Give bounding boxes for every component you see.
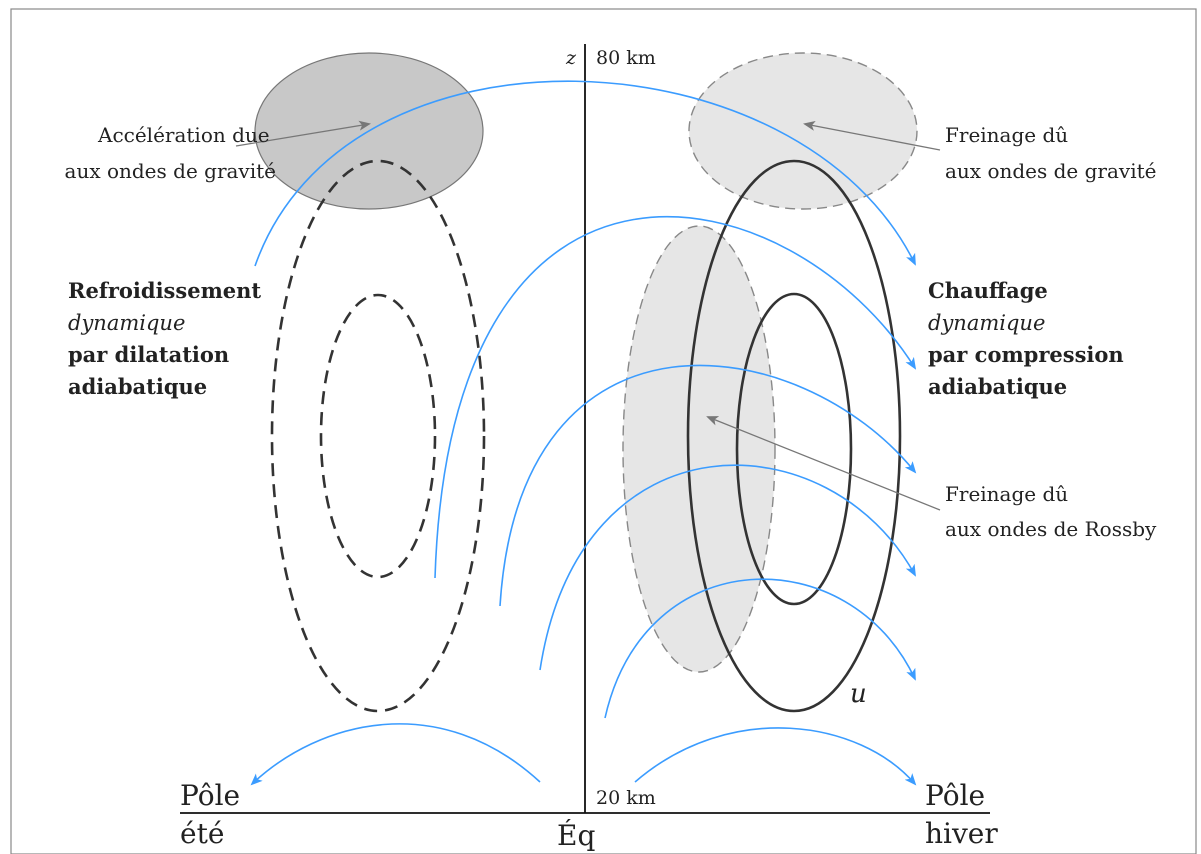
winter-pole-label: Pôle — [925, 779, 985, 812]
gravity-acceleration-label-line2: aux ondes de gravité — [65, 159, 276, 183]
gravity-drag-label-line2: aux ondes de gravité — [945, 159, 1156, 183]
flow-arrow — [250, 723, 541, 786]
flow-arrow — [254, 80, 916, 267]
flow-arrow — [499, 364, 917, 607]
gravity-acceleration-label: Accélération due aux ondes de gravité — [65, 123, 276, 183]
heating-label: Chauffage dynamique par compression adia… — [928, 278, 1129, 399]
top-altitude-label: 80 km — [596, 47, 656, 69]
bottom-altitude-label: 20 km — [596, 787, 656, 809]
flow-arrow — [634, 727, 917, 786]
rossby-drag-label-line2: aux ondes de Rossby — [945, 517, 1157, 541]
flow-arrow — [539, 464, 916, 671]
summer-pole-sublabel: été — [180, 817, 224, 850]
figure-frame — [10, 8, 1197, 854]
gravity-acceleration-pointer — [235, 120, 371, 147]
cooling-label-line3: par dilatation — [68, 342, 229, 367]
flow-arrow — [434, 215, 917, 579]
cooling-label: Refroidissement dynamique par dilatation… — [68, 278, 266, 399]
gravity-drag-label: Freinage dû aux ondes de gravité — [945, 123, 1156, 183]
rossby-drag-label: Freinage dû aux ondes de Rossby — [945, 482, 1157, 541]
flow-arrow — [604, 578, 916, 719]
cooling-label-line2: dynamique — [68, 311, 185, 335]
rossby-drag-label-line1: Freinage dû — [945, 482, 1068, 506]
gravity-drag-label-line1: Freinage dû — [945, 123, 1068, 147]
wind-outer-contour — [686, 159, 902, 713]
z-axis-label: z — [565, 47, 577, 69]
rossby-drag-region — [622, 225, 776, 673]
wind-inner-contour — [735, 292, 853, 606]
cooling-label-line4: adiabatique — [68, 374, 207, 399]
heating-label-line3: par compression — [928, 342, 1124, 367]
gravity-drag-region — [688, 52, 918, 210]
cooling-label-line1: Refroidissement — [68, 278, 261, 303]
heating-label-line2: dynamique — [928, 311, 1045, 335]
gravity-acceleration-label-line1: Accélération due — [97, 123, 270, 147]
cooling-inner-contour — [319, 293, 437, 579]
winter-pole-sublabel: hiver — [925, 817, 998, 850]
heating-label-line1: Chauffage — [928, 278, 1048, 303]
gravity-drag-pointer — [803, 120, 941, 151]
wind-contour-label: u — [850, 679, 867, 709]
cooling-outer-contour — [270, 159, 486, 713]
equator-label: Éq — [557, 819, 595, 852]
heating-label-line4: adiabatique — [928, 374, 1067, 399]
rossby-drag-pointer — [706, 416, 941, 511]
summer-pole-label: Pôle — [180, 779, 240, 812]
